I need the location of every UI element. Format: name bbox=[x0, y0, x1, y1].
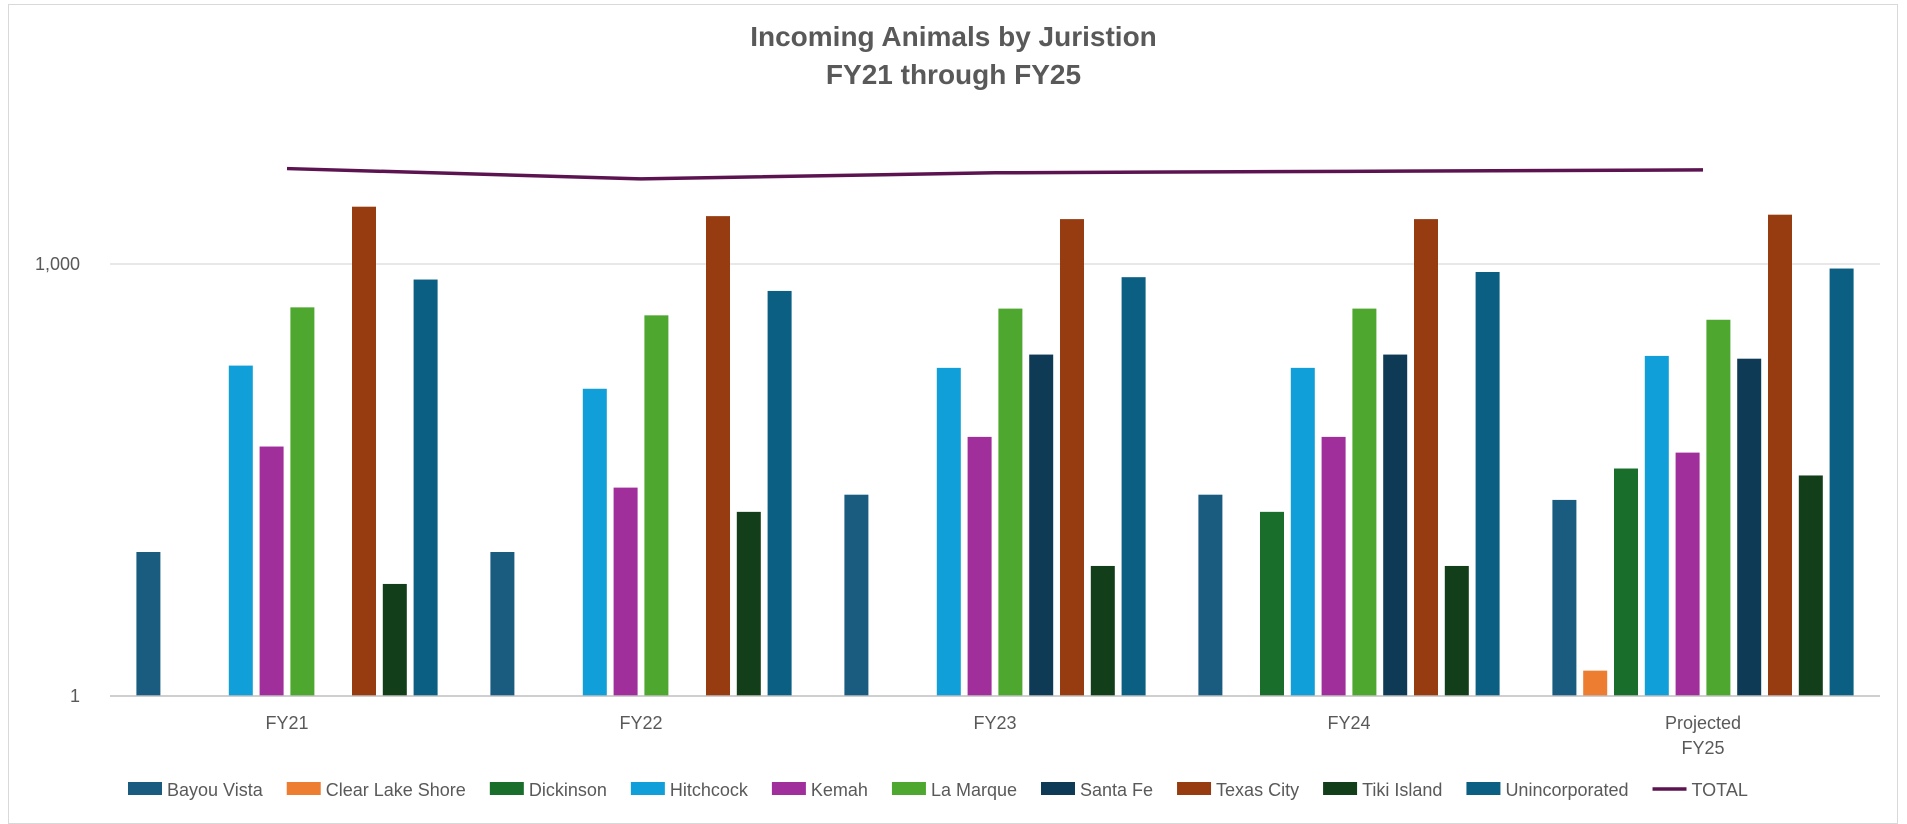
bars bbox=[136, 206, 1854, 697]
bar-bayou-vista bbox=[1552, 499, 1577, 696]
legend-item: TOTAL bbox=[1652, 780, 1748, 800]
chart-title-line: Incoming Animals by Juristion bbox=[750, 21, 1157, 52]
bar-la-marque bbox=[998, 308, 1023, 696]
bar-unincorporated bbox=[1829, 268, 1854, 696]
legend-label: Santa Fe bbox=[1080, 780, 1153, 800]
legend-item: Unincorporated bbox=[1466, 780, 1629, 800]
bar-kemah bbox=[1675, 452, 1700, 696]
legend-label: La Marque bbox=[931, 780, 1017, 800]
bar-hitchcock bbox=[228, 365, 253, 696]
bar-texas-city bbox=[1768, 214, 1792, 696]
bar-la-marque bbox=[1706, 319, 1731, 696]
legend-item: Clear Lake Shore bbox=[286, 780, 466, 800]
legend-label: Bayou Vista bbox=[167, 780, 264, 800]
bar-la-marque bbox=[290, 307, 315, 696]
y-tick-label: 1 bbox=[70, 686, 80, 706]
bar-kemah bbox=[259, 446, 284, 696]
bar-dickinson bbox=[1614, 468, 1638, 696]
bar-hitchcock bbox=[1290, 367, 1315, 696]
bar-santa-fe bbox=[1383, 354, 1408, 696]
legend-label: Kemah bbox=[811, 780, 868, 800]
legend-swatch bbox=[489, 782, 524, 795]
bar-bayou-vista bbox=[844, 494, 869, 696]
legend-item: Santa Fe bbox=[1041, 780, 1153, 800]
legend-label: Clear Lake Shore bbox=[326, 780, 466, 800]
legend-item: Kemah bbox=[771, 780, 868, 800]
bar-texas-city bbox=[706, 216, 730, 697]
legend-label: Dickinson bbox=[529, 780, 607, 800]
bar-hitchcock bbox=[936, 367, 961, 696]
bar-bayou-vista bbox=[490, 552, 515, 696]
x-tick-label: FY21 bbox=[265, 713, 308, 733]
bar-tiki-island bbox=[736, 511, 761, 696]
legend-swatch bbox=[1041, 782, 1075, 795]
bar-bayou-vista bbox=[136, 552, 161, 696]
x-tick-label: FY24 bbox=[1327, 713, 1370, 733]
bar-clear-lake-shore bbox=[1583, 670, 1608, 696]
bar-unincorporated bbox=[413, 279, 438, 696]
bar-tiki-island bbox=[382, 583, 407, 696]
bar-tiki-island bbox=[1798, 475, 1823, 696]
chart-subtitle-line: FY21 through FY25 bbox=[825, 59, 1082, 90]
total-line bbox=[286, 166, 1704, 181]
axes: 1 1,000 FY21 FY22 FY23 FY24 Projected FY25 bbox=[35, 254, 1880, 758]
legend-item: Texas City bbox=[1177, 780, 1299, 800]
bar-la-marque bbox=[644, 315, 669, 696]
bar-unincorporated bbox=[1121, 277, 1146, 696]
legend-swatch bbox=[771, 782, 806, 795]
x-tick-label: FY25 bbox=[1681, 738, 1724, 758]
legend-label: Texas City bbox=[1216, 780, 1299, 800]
bar-kemah bbox=[613, 487, 638, 696]
bar-hitchcock bbox=[582, 388, 607, 696]
bar-texas-city bbox=[1414, 219, 1438, 697]
bar-bayou-vista bbox=[1198, 494, 1223, 696]
legend: Bayou Vista Clear Lake Shore Dickinson Hitc… bbox=[128, 780, 1748, 800]
legend-swatch bbox=[630, 782, 665, 795]
bar-dickinson bbox=[1260, 511, 1284, 696]
legend-label: Hitchcock bbox=[670, 780, 749, 800]
legend-swatch bbox=[1177, 782, 1212, 795]
legend-swatch bbox=[891, 782, 926, 795]
bar-tiki-island bbox=[1444, 565, 1469, 696]
bar-santa-fe bbox=[1029, 354, 1054, 696]
bar-kemah bbox=[967, 436, 992, 696]
bar-santa-fe bbox=[1737, 358, 1762, 696]
legend-swatch bbox=[128, 782, 162, 795]
legend-label: Unincorporated bbox=[1505, 780, 1628, 800]
bar-texas-city bbox=[1060, 219, 1084, 697]
bar-unincorporated bbox=[1475, 271, 1500, 696]
y-tick-label: 1,000 bbox=[35, 254, 80, 274]
bar-hitchcock bbox=[1644, 355, 1669, 696]
bar-texas-city bbox=[352, 206, 376, 696]
legend-swatch bbox=[286, 782, 321, 795]
legend-swatch bbox=[1323, 782, 1358, 795]
legend-swatch bbox=[1466, 782, 1501, 795]
legend-label: TOTAL bbox=[1692, 780, 1748, 800]
legend-label: Tiki Island bbox=[1362, 780, 1442, 800]
legend-item: Hitchcock bbox=[630, 780, 749, 800]
bar-la-marque bbox=[1352, 308, 1377, 696]
total-line-layer bbox=[286, 166, 1704, 181]
x-tick-label: Projected bbox=[1665, 713, 1741, 733]
bar-unincorporated bbox=[767, 290, 792, 696]
legend-item: Dickinson bbox=[489, 780, 607, 800]
bar-tiki-island bbox=[1090, 565, 1115, 696]
chart-title: Incoming Animals by Juristion FY21 throu… bbox=[0, 18, 1907, 94]
legend-item: La Marque bbox=[891, 780, 1017, 800]
x-tick-label: FY23 bbox=[973, 713, 1016, 733]
legend-item: Tiki Island bbox=[1323, 780, 1442, 800]
legend-item: Bayou Vista bbox=[128, 780, 264, 800]
bar-kemah bbox=[1321, 436, 1346, 696]
x-tick-label: FY22 bbox=[619, 713, 662, 733]
